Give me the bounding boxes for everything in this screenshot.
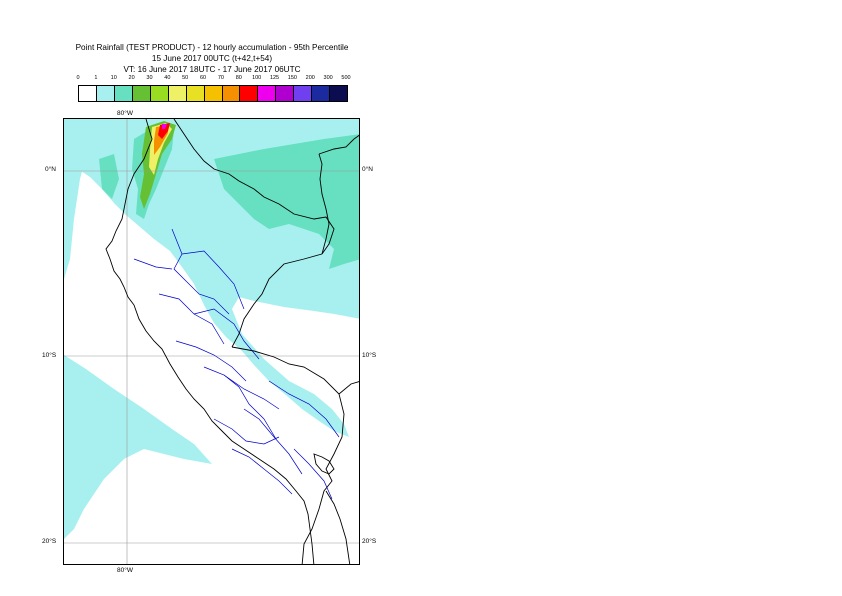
- lat-label-10-left: 10°S: [42, 352, 57, 359]
- venezuela-border: [318, 134, 359, 155]
- legend-tick-label: 300: [323, 75, 333, 81]
- rain-core-magenta: [162, 124, 167, 129]
- legend-swatch: [114, 86, 133, 101]
- legend-swatch: [186, 86, 205, 101]
- lat-label-20-right: 20°S: [362, 538, 377, 545]
- lake-titicaca: [313, 453, 335, 475]
- heavy-rain-core: [140, 121, 176, 209]
- legend-swatch: [132, 86, 151, 101]
- legend-tick-label: 20: [128, 75, 135, 81]
- legend-tick-label: 1: [94, 75, 98, 81]
- legend-tick-label: 125: [269, 75, 280, 81]
- chart-title-block: Point Rainfall (TEST PRODUCT) - 12 hourl…: [0, 42, 424, 75]
- legend-labels: 0 1 10 20 30 40 50 60 70 80 100 125 150 200 300 500: [76, 75, 351, 85]
- region-borders: [133, 228, 340, 500]
- legend-swatch: [312, 86, 331, 101]
- legend-swatch: [294, 86, 313, 101]
- legend-swatch: [276, 86, 295, 101]
- lat-label-20-left: 20°S: [42, 538, 57, 545]
- map-canvas: [64, 119, 359, 564]
- legend-swatch: [222, 86, 241, 101]
- rain-core-red: [158, 123, 170, 139]
- legend-swatch: [96, 86, 115, 101]
- peru-coastline: [133, 304, 315, 564]
- validity-time: VT: 16 June 2017 18UTC - 17 June 2017 06…: [123, 65, 301, 74]
- legend-swatch: [258, 86, 277, 101]
- product-title: Point Rainfall (TEST PRODUCT) - 12 hourl…: [75, 43, 349, 52]
- lon-label-bottom: 80°W: [117, 567, 133, 574]
- bolivia-border: [338, 381, 359, 395]
- legend-swatch: [168, 86, 187, 101]
- rainfall-legend: 0 1 10 20 30 40 50 60 70 80 100 125 150 200 300 500: [76, 75, 351, 105]
- lat-label-0-right: 0°N: [362, 166, 373, 173]
- legend-swatch: [150, 86, 169, 101]
- brazil-border: [231, 253, 323, 348]
- country-borders: [105, 119, 359, 564]
- legend-tick-label: 0: [76, 75, 80, 81]
- light-rain-ocean-west: [64, 119, 94, 279]
- legend-tick-label: 70: [217, 75, 224, 81]
- legend-swatch: [79, 86, 97, 101]
- legend-tick-label: 100: [252, 75, 262, 81]
- rain-core-green: [140, 121, 176, 209]
- legend-tick-label: 50: [182, 75, 189, 81]
- legend-tick-label: 40: [164, 75, 171, 81]
- rainfall-map: [63, 118, 360, 565]
- ecuador-outline: [105, 119, 153, 306]
- light-rain-ocean-south: [64, 355, 212, 539]
- lon-label-top: 80°W: [117, 110, 133, 117]
- legend-swatch: [204, 86, 223, 101]
- legend-tick-label: 80: [235, 75, 242, 81]
- colombia-border: [173, 119, 335, 255]
- chile-border: [325, 490, 351, 564]
- run-time: 15 June 2017 00UTC (t+42,t+54): [151, 54, 273, 63]
- moderate-rain-coast-north: [99, 154, 119, 199]
- legend-tick-label: 150: [287, 75, 297, 81]
- lat-label-0-left: 0°N: [45, 166, 56, 173]
- moderate-rain-amazon: [214, 134, 359, 269]
- legend-colorbar: [78, 85, 348, 102]
- lat-label-10-right: 10°S: [362, 352, 377, 359]
- legend-tick-label: 200: [305, 75, 315, 81]
- legend-swatch: [240, 86, 259, 101]
- legend-tick-label: 60: [200, 75, 207, 81]
- legend-tick-label: 500: [341, 75, 351, 81]
- legend-tick-label: 10: [110, 75, 117, 81]
- legend-swatch: [330, 86, 348, 101]
- peru-east-border: [231, 346, 345, 564]
- brazil-north-border: [318, 153, 330, 255]
- legend-tick-label: 30: [146, 75, 153, 81]
